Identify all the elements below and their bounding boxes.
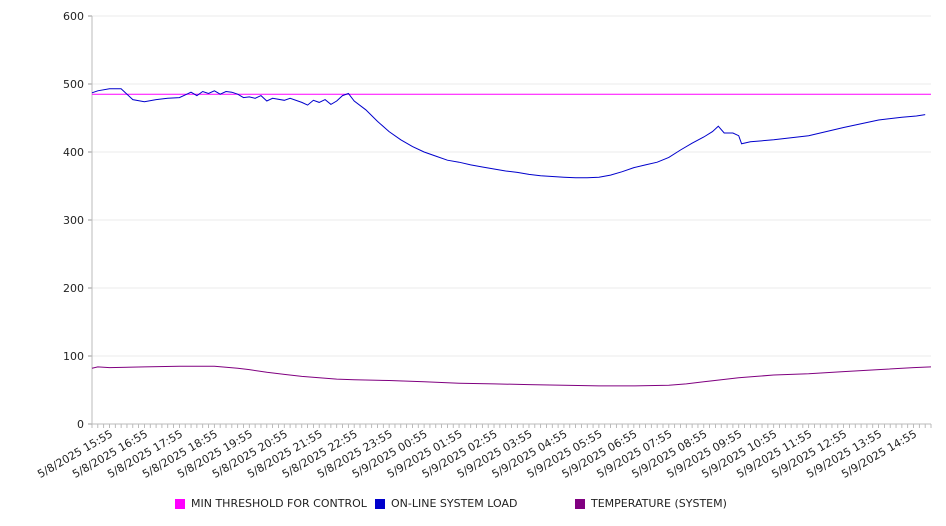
- y-tick-label: 600: [63, 10, 84, 23]
- grid-lines: [92, 15, 931, 357]
- series-layer: [91, 88, 932, 387]
- y-tick-label: 300: [63, 214, 84, 227]
- x-axis: 5/8/2025 15:555/8/2025 16:555/8/2025 17:…: [35, 424, 932, 481]
- legend-item-min-threshold: MIN THRESHOLD FOR CONTROL: [175, 497, 367, 510]
- legend-swatch-min-threshold: [175, 498, 185, 509]
- legend-label-system-load: ON-LINE SYSTEM LOAD: [391, 497, 518, 510]
- y-tick-label: 100: [63, 350, 84, 363]
- legend-swatch-system-load: [375, 498, 385, 509]
- legend-label-temperature: TEMPERATURE (SYSTEM): [591, 497, 727, 510]
- series-system-load-line: [91, 88, 926, 179]
- y-axis: 0 100 200 300 400 500 600: [63, 10, 92, 431]
- legend-item-temperature: TEMPERATURE (SYSTEM): [575, 497, 727, 510]
- legend-item-system-load: ON-LINE SYSTEM LOAD: [375, 497, 517, 510]
- legend-swatch-temperature: [575, 498, 585, 509]
- y-tick-label: 200: [63, 282, 84, 295]
- series-temperature-line: [91, 365, 932, 387]
- y-tick-label: 0: [77, 418, 84, 431]
- y-tick-label: 400: [63, 146, 84, 159]
- legend-label-min-threshold: MIN THRESHOLD FOR CONTROL: [191, 497, 367, 510]
- y-tick-label: 500: [63, 78, 84, 91]
- legend: MIN THRESHOLD FOR CONTROL ON-LINE SYSTEM…: [0, 497, 946, 517]
